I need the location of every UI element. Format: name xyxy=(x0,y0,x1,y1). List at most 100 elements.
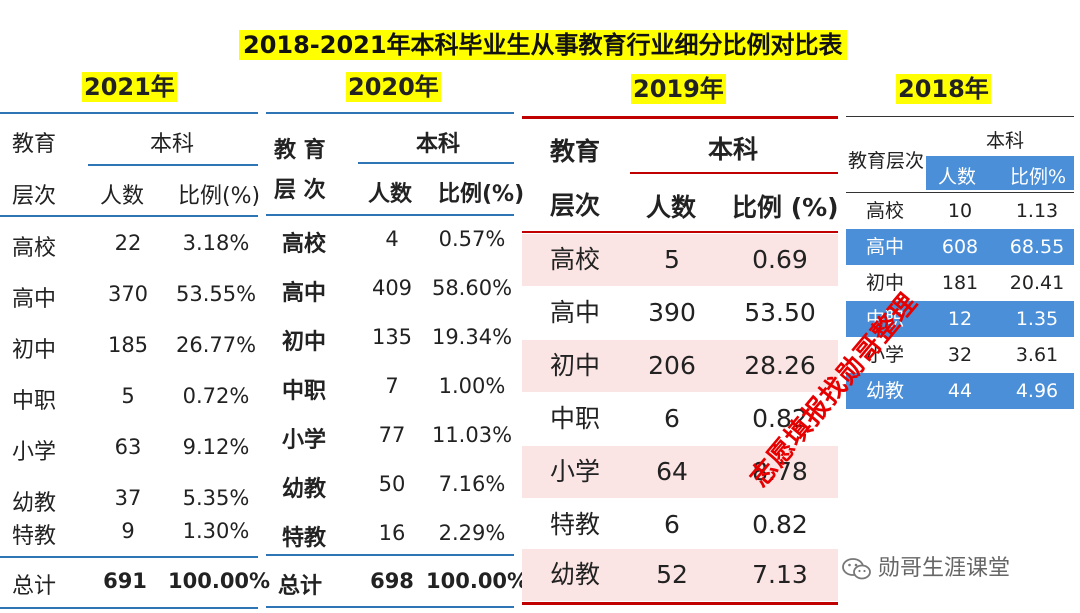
table-row: 高校 5 0.69 xyxy=(522,234,838,286)
year-label-2020: 2020年 xyxy=(346,72,441,102)
header-count: 人数 xyxy=(368,182,413,207)
cell-count: 10 xyxy=(947,200,973,222)
cell-level: 中职 xyxy=(550,404,601,433)
wechat-icon xyxy=(842,558,871,580)
cell-level: 小学 xyxy=(12,440,57,465)
cell-level: 总计 xyxy=(278,574,323,599)
cell-count: 6 xyxy=(664,404,680,433)
table-row: 高校 10 1.13 xyxy=(846,193,1074,229)
cell-ratio: 100.00% xyxy=(168,569,271,593)
cell-level: 小学 xyxy=(550,457,601,486)
year-label-2021: 2021年 xyxy=(82,72,177,102)
header-education: 教育 xyxy=(550,137,601,166)
cell-level: 幼教 xyxy=(12,491,57,516)
cell-level: 高校 xyxy=(550,245,601,274)
cell-ratio: 5.35% xyxy=(182,486,250,510)
table-row: 初中 181 20.41 xyxy=(846,265,1074,301)
cell-ratio: 11.03% xyxy=(431,423,513,447)
header-level: 层 次 xyxy=(274,178,326,203)
table-row: 小学 64 8.78 xyxy=(522,446,838,498)
cell-count: 409 xyxy=(371,276,413,300)
cell-level: 高中 xyxy=(550,298,601,327)
cell-count: 63 xyxy=(114,435,142,459)
cell-ratio: 3.18% xyxy=(182,231,250,255)
cell-ratio: 1.00% xyxy=(438,374,506,398)
cell-ratio: 0.69 xyxy=(752,245,808,274)
table-row: 幼教 52 7.13 xyxy=(522,549,838,601)
cell-count: 12 xyxy=(947,308,973,330)
header-undergrad: 本科 xyxy=(416,132,461,157)
cell-ratio: 0.57% xyxy=(438,227,506,251)
cell-count: 390 xyxy=(648,298,696,327)
credit: 勋哥生涯课堂 xyxy=(842,550,1010,582)
cell-count: 698 xyxy=(370,569,414,593)
header-level: 教育层次 xyxy=(848,150,925,172)
cell-level: 幼教 xyxy=(866,380,905,402)
cell-count: 32 xyxy=(947,344,973,366)
cell-count: 6 xyxy=(664,510,680,539)
cell-ratio: 7.16% xyxy=(438,472,506,496)
cell-ratio: 68.55 xyxy=(1009,236,1065,258)
page-title: 2018-2021年本科毕业生从事教育行业细分比例对比表 xyxy=(239,30,847,60)
table-2019: 教育 本科 层次 人数 比例 (%) 高校 5 0.69 高中 390 53.5… xyxy=(522,116,839,608)
cell-count: 44 xyxy=(947,380,973,402)
cell-level: 总计 xyxy=(12,574,57,599)
cell-count: 4 xyxy=(385,227,399,251)
cell-ratio: 0.82 xyxy=(752,404,808,433)
header-ratio: 比例(%) xyxy=(178,184,261,209)
header-count: 人数 xyxy=(938,166,977,188)
header-count: 人数 xyxy=(100,184,145,209)
cell-ratio: 8.78 xyxy=(752,457,808,486)
cell-count: 64 xyxy=(656,457,688,486)
cell-count: 370 xyxy=(107,282,149,306)
cell-count: 77 xyxy=(378,423,406,447)
cell-level: 高中 xyxy=(866,236,905,258)
cell-ratio: 58.60% xyxy=(431,276,513,300)
header-level: 层次 xyxy=(12,184,57,209)
cell-count: 691 xyxy=(103,569,147,593)
cell-level: 初中 xyxy=(282,330,327,355)
cell-ratio: 1.30% xyxy=(182,519,250,543)
credit-label: 勋哥生涯课堂 xyxy=(878,556,1011,581)
year-label-2019: 2019年 xyxy=(631,74,726,104)
cell-count: 22 xyxy=(114,231,142,255)
cell-count: 50 xyxy=(378,472,406,496)
cell-level: 中职 xyxy=(866,308,905,330)
cell-level: 特教 xyxy=(550,510,601,539)
header-ratio: 比例(%) xyxy=(438,182,525,207)
cell-ratio: 1.35 xyxy=(1015,308,1059,330)
cell-count: 5 xyxy=(121,384,135,408)
header-level: 层次 xyxy=(550,191,601,220)
table-row: 小学 32 3.61 xyxy=(846,337,1074,373)
header-undergrad: 本科 xyxy=(150,132,195,157)
cell-ratio: 4.96 xyxy=(1015,380,1059,402)
cell-ratio: 3.61 xyxy=(1015,344,1059,366)
table-row: 高中 608 68.55 xyxy=(846,229,1074,265)
header-undergrad: 本科 xyxy=(986,130,1025,152)
cell-count: 16 xyxy=(378,521,406,545)
header-count: 人数 xyxy=(646,193,697,222)
cell-level: 特教 xyxy=(12,524,57,549)
cell-count: 181 xyxy=(941,272,979,294)
cell-level: 初中 xyxy=(550,351,601,380)
cell-ratio: 0.82 xyxy=(752,510,808,539)
cell-count: 608 xyxy=(941,236,979,258)
cell-level: 高校 xyxy=(12,236,57,261)
cell-ratio: 26.77% xyxy=(176,333,257,357)
cell-level: 初中 xyxy=(12,338,57,363)
cell-level: 高校 xyxy=(282,232,327,257)
cell-level: 高中 xyxy=(12,287,57,312)
cell-count: 135 xyxy=(371,325,413,349)
table-2020: 教 育 本科 层 次 人数 比例(%) 高校 4 0.57% 高中 409 58… xyxy=(266,112,528,612)
header-education: 教 育 xyxy=(274,138,326,163)
table-row: 中职 6 0.82 xyxy=(522,393,838,445)
cell-level: 初中 xyxy=(866,272,905,294)
header-ratio: 比例% xyxy=(1010,166,1067,188)
cell-ratio: 53.50 xyxy=(744,298,816,327)
table-row: 特教 6 0.82 xyxy=(522,499,838,551)
cell-level: 中职 xyxy=(282,379,327,404)
cell-ratio: 9.12% xyxy=(182,435,250,459)
header-education: 教育 xyxy=(12,132,57,157)
cell-level: 幼教 xyxy=(550,560,601,589)
cell-count: 37 xyxy=(114,486,142,510)
